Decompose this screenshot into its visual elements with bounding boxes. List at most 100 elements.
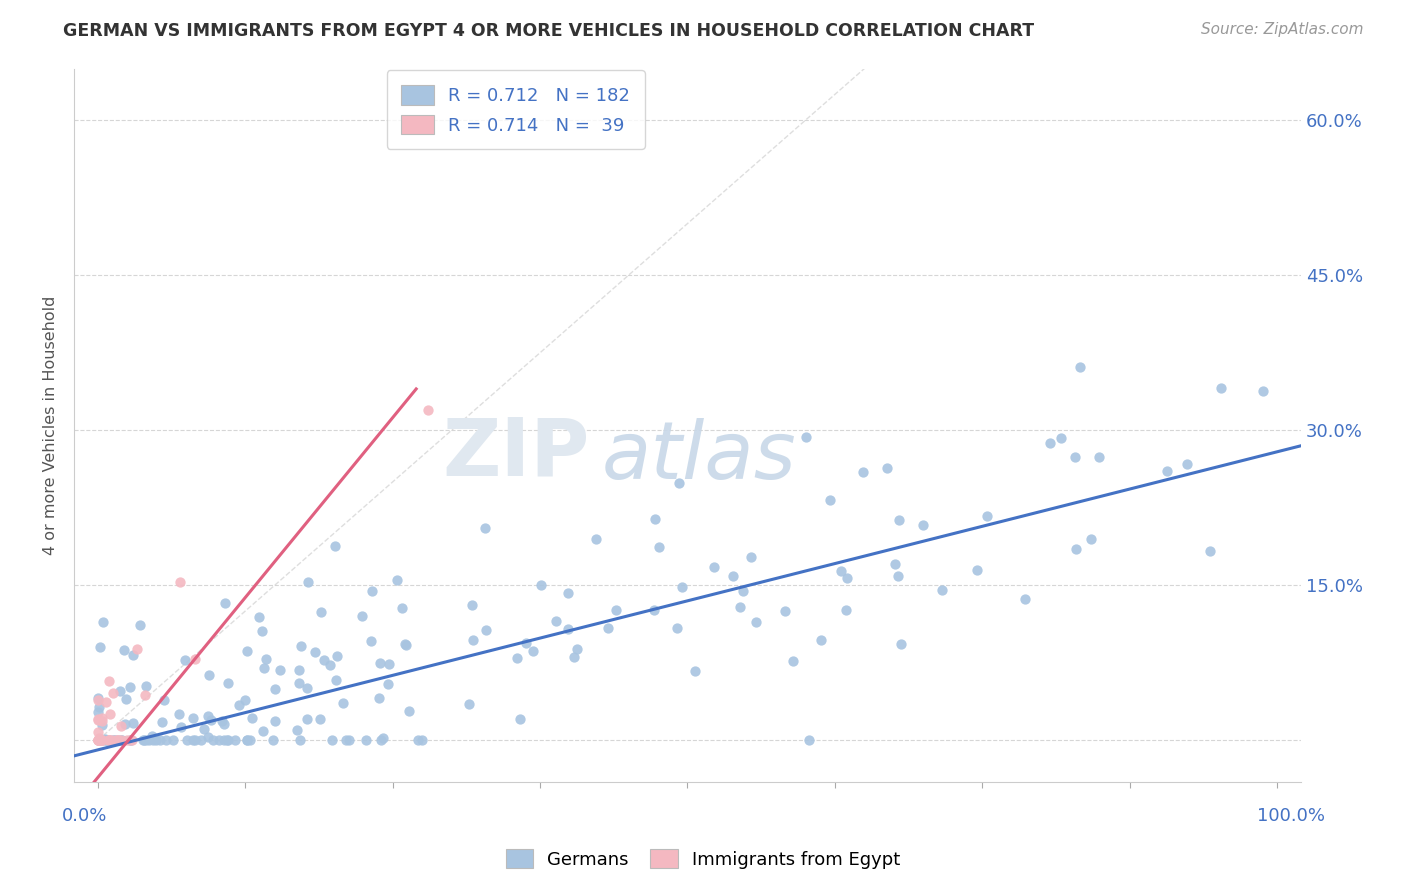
Point <box>94 696 117 710</box>
Legend: R = 0.712   N = 182, R = 0.714   N =  39: R = 0.712 N = 182, R = 0.714 N = 39 <box>387 70 644 149</box>
Point <box>876 460 898 475</box>
Point <box>250 624 273 638</box>
Point <box>89 733 111 747</box>
Point <box>107 733 129 747</box>
Text: Source: ZipAtlas.com: Source: ZipAtlas.com <box>1201 22 1364 37</box>
Point <box>1156 465 1178 479</box>
Point <box>323 539 346 553</box>
Point <box>728 599 751 614</box>
Point <box>90 733 112 747</box>
Point <box>391 601 413 615</box>
Point <box>94 732 117 747</box>
Point <box>108 684 131 698</box>
Point <box>91 714 114 728</box>
Point <box>966 563 988 577</box>
Point <box>1080 533 1102 547</box>
Point <box>820 492 842 507</box>
Point <box>394 638 416 652</box>
Point <box>530 578 553 592</box>
Point <box>1199 544 1222 558</box>
Point <box>377 677 399 691</box>
Point <box>87 733 110 747</box>
Point <box>96 733 118 747</box>
Point <box>142 733 165 747</box>
Text: 100.0%: 100.0% <box>1257 807 1326 825</box>
Point <box>830 564 852 578</box>
Point <box>461 599 484 613</box>
Point <box>360 634 382 648</box>
Point <box>290 640 312 654</box>
Point <box>214 595 236 609</box>
Point <box>721 569 744 583</box>
Point <box>118 733 141 747</box>
Point <box>394 637 416 651</box>
Point <box>197 708 219 723</box>
Point <box>89 640 111 654</box>
Point <box>197 668 219 682</box>
Point <box>887 569 910 583</box>
Point <box>683 665 706 679</box>
Point <box>810 633 832 648</box>
Point <box>105 733 128 747</box>
Point <box>90 711 112 725</box>
Point <box>1211 381 1233 395</box>
Point <box>107 733 129 747</box>
Point <box>295 681 318 695</box>
Point <box>87 693 110 707</box>
Point <box>837 571 859 585</box>
Point <box>671 580 693 594</box>
Point <box>94 733 117 747</box>
Point <box>149 733 172 747</box>
Point <box>150 715 173 730</box>
Point <box>457 698 479 712</box>
Point <box>312 653 335 667</box>
Point <box>174 653 197 667</box>
Point <box>408 733 430 747</box>
Point <box>665 621 688 635</box>
Point <box>176 733 198 747</box>
Point <box>103 733 125 747</box>
Point <box>648 541 671 555</box>
Point <box>350 609 373 624</box>
Point <box>114 717 136 731</box>
Point <box>506 651 529 665</box>
Point <box>1039 436 1062 450</box>
Point <box>605 603 627 617</box>
Point <box>509 712 531 726</box>
Point <box>398 704 420 718</box>
Point <box>285 723 308 738</box>
Point <box>304 645 326 659</box>
Point <box>931 582 953 597</box>
Point <box>107 733 129 747</box>
Point <box>155 733 177 747</box>
Point <box>912 517 935 532</box>
Point <box>253 660 276 674</box>
Point <box>835 602 858 616</box>
Point <box>97 733 120 747</box>
Point <box>101 733 124 747</box>
Point <box>121 733 143 747</box>
Point <box>134 688 156 702</box>
Point <box>145 733 167 747</box>
Point <box>371 731 394 745</box>
Point <box>890 637 912 651</box>
Point <box>169 706 191 721</box>
Point <box>740 549 762 564</box>
Point <box>101 733 124 747</box>
Point <box>110 718 132 732</box>
Point <box>127 641 149 656</box>
Point <box>976 508 998 523</box>
Y-axis label: 4 or more Vehicles in Household: 4 or more Vehicles in Household <box>44 295 58 555</box>
Point <box>91 615 114 629</box>
Point <box>87 731 110 746</box>
Point <box>475 623 498 637</box>
Point <box>89 733 111 747</box>
Point <box>733 583 755 598</box>
Point <box>110 733 132 747</box>
Point <box>90 733 112 747</box>
Point <box>122 716 145 731</box>
Point <box>544 614 567 628</box>
Point <box>89 733 111 747</box>
Point <box>474 521 496 535</box>
Point <box>96 733 118 747</box>
